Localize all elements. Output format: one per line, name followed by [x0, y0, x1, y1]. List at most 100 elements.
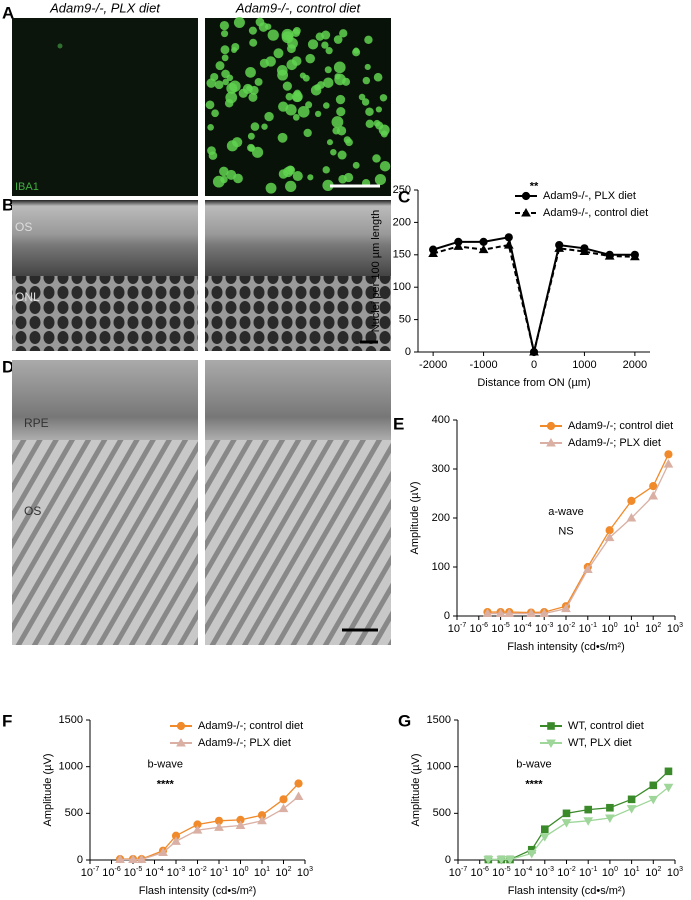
data-point	[630, 251, 640, 261]
microglia-cell	[278, 169, 289, 179]
x-tick-label: 10-7	[81, 866, 100, 879]
panel-letter: F	[2, 711, 12, 730]
data-point	[539, 833, 550, 842]
series-line	[487, 463, 670, 615]
y-tick-label: 200	[393, 216, 411, 228]
microglia-cell	[292, 171, 303, 182]
data-point	[663, 783, 674, 793]
microglia-cell	[379, 160, 391, 172]
microglia-cell	[364, 63, 371, 71]
microglia-cell	[221, 54, 229, 62]
microglia-cell	[264, 111, 274, 122]
microglia-cell	[219, 20, 230, 31]
microglia-cell	[352, 161, 360, 169]
micrograph	[205, 276, 391, 351]
microglia-cell	[305, 101, 313, 109]
legend-marker	[546, 437, 556, 447]
annotation: a-wave	[548, 506, 583, 518]
data-point	[627, 795, 636, 804]
legend-label: WT, PLX diet	[568, 737, 632, 749]
panel-letter: E	[393, 414, 404, 433]
microglia-cell	[362, 76, 371, 85]
microglia-cell	[215, 61, 225, 71]
microglia-cell	[317, 81, 325, 89]
legend-marker	[176, 721, 186, 731]
microglia-cell	[205, 100, 215, 110]
microglia-cell	[265, 182, 277, 194]
y-tick-label: 1000	[427, 761, 451, 773]
data-point	[504, 233, 513, 242]
x-tick-label: 10-6	[102, 866, 121, 879]
legend-label: WT, control diet	[568, 720, 644, 732]
data-point	[158, 847, 168, 857]
data-point	[582, 564, 593, 573]
panel-letter: C	[398, 187, 410, 206]
microglia-cell	[323, 77, 334, 88]
x-tick-label: 101	[623, 622, 639, 635]
data-point	[561, 819, 572, 828]
x-tick-label: 101	[254, 866, 270, 879]
microglia-cell	[343, 136, 351, 144]
series-line	[120, 796, 299, 861]
microglia-cell	[246, 85, 253, 92]
y-tick-label: 500	[433, 807, 451, 819]
x-tick-label: 10-5	[491, 622, 510, 635]
x-tick-label: 103	[667, 866, 683, 879]
microglia-cell	[286, 59, 298, 71]
microglia-cell	[214, 80, 224, 90]
microglia-cell	[285, 92, 294, 101]
series-line	[432, 243, 635, 353]
legend-label: Adam9-/-; control diet	[198, 720, 303, 732]
stain-label: IBA1	[15, 181, 39, 193]
microglia-cell	[325, 47, 333, 55]
data-point	[171, 836, 181, 845]
data-point	[235, 820, 246, 829]
microglia-cell	[248, 26, 257, 35]
microglia-cell	[207, 124, 214, 131]
x-tick-label: 10-7	[449, 866, 468, 879]
microglia-cell	[315, 32, 325, 41]
data-point	[604, 251, 615, 260]
microglia-cell	[259, 58, 269, 68]
y-axis-label: Amplitude (µV)	[42, 754, 54, 827]
microglia-cell	[307, 174, 314, 181]
x-tick-label: 10-7	[448, 622, 467, 635]
microglia-cell	[375, 106, 382, 113]
y-tick-label: 0	[445, 854, 451, 866]
x-tick-label: 100	[602, 622, 618, 635]
microglia-cell	[336, 107, 346, 117]
series-line	[488, 770, 669, 861]
x-tick-label: 10-1	[210, 866, 229, 879]
microglia-cell	[285, 104, 297, 116]
legend-label: Adam9-/-, PLX diet	[543, 190, 636, 202]
data-point	[664, 450, 673, 459]
y-tick-label: 0	[405, 346, 411, 358]
data-point	[495, 608, 506, 618]
y-tick-label: 300	[432, 463, 450, 475]
microglia-cell	[373, 119, 381, 127]
microglia-cell	[281, 28, 294, 41]
micrograph	[205, 440, 391, 645]
microglia-cell	[352, 48, 361, 57]
microglia-cell	[226, 140, 238, 152]
microglia-cell	[282, 81, 292, 91]
data-point	[562, 809, 571, 818]
x-tick-label: 10-4	[513, 622, 532, 635]
panel-letter: D	[2, 357, 14, 376]
y-axis-label: Nuclei per 100 µm length	[370, 210, 382, 333]
micrograph	[205, 200, 391, 276]
data-point	[136, 854, 147, 864]
microglia-cell	[314, 110, 322, 118]
microglia-cell	[226, 74, 234, 82]
x-tick-label: 103	[297, 866, 313, 879]
data-point	[604, 532, 615, 542]
x-tick-label: 10-6	[470, 622, 489, 635]
microglia-cell	[208, 151, 218, 160]
x-tick-label: 10-5	[492, 866, 511, 879]
x-tick-label: 1000	[572, 359, 596, 371]
y-tick-label: 100	[393, 281, 411, 293]
microglia-cell	[233, 173, 243, 184]
microglia-cell	[57, 43, 63, 49]
data-point	[664, 767, 673, 776]
